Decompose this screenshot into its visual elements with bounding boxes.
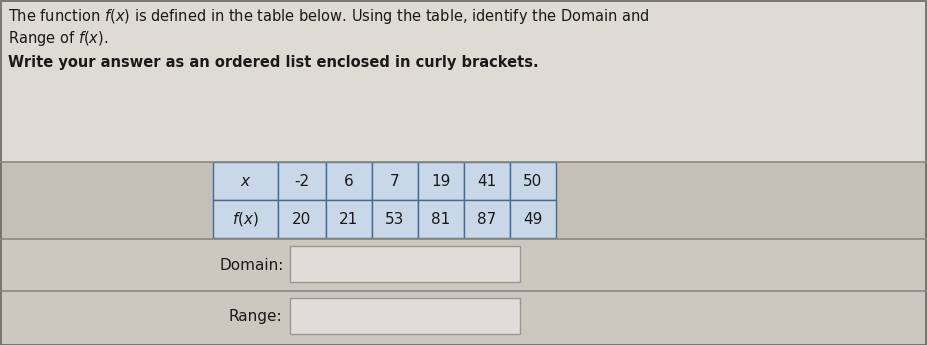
FancyBboxPatch shape — [213, 200, 278, 238]
FancyBboxPatch shape — [278, 162, 326, 200]
FancyBboxPatch shape — [0, 239, 927, 291]
Text: Range of $f(x)$.: Range of $f(x)$. — [8, 29, 108, 48]
Text: 7: 7 — [390, 174, 400, 188]
Text: 19: 19 — [431, 174, 451, 188]
Text: 6: 6 — [344, 174, 354, 188]
Text: The function $f(x)$ is defined in the table below. Using the table, identify the: The function $f(x)$ is defined in the ta… — [8, 7, 650, 26]
Text: Range:: Range: — [229, 309, 283, 325]
Text: 50: 50 — [524, 174, 542, 188]
FancyBboxPatch shape — [372, 200, 418, 238]
Text: 41: 41 — [477, 174, 497, 188]
FancyBboxPatch shape — [418, 200, 464, 238]
FancyBboxPatch shape — [213, 162, 278, 200]
FancyBboxPatch shape — [326, 162, 372, 200]
FancyBboxPatch shape — [0, 0, 927, 162]
FancyBboxPatch shape — [418, 162, 464, 200]
Text: 21: 21 — [339, 211, 359, 227]
Text: $f(x)$: $f(x)$ — [232, 210, 259, 228]
Text: 20: 20 — [292, 211, 311, 227]
FancyBboxPatch shape — [326, 200, 372, 238]
Text: Write your answer as an ordered list enclosed in curly brackets.: Write your answer as an ordered list enc… — [8, 55, 539, 70]
FancyBboxPatch shape — [0, 291, 927, 345]
Text: $x$: $x$ — [240, 174, 251, 188]
Text: 49: 49 — [524, 211, 542, 227]
FancyBboxPatch shape — [290, 246, 520, 282]
Text: Domain:: Domain: — [220, 257, 285, 273]
FancyBboxPatch shape — [372, 162, 418, 200]
Text: -2: -2 — [295, 174, 310, 188]
Text: 81: 81 — [431, 211, 451, 227]
FancyBboxPatch shape — [0, 162, 927, 239]
FancyBboxPatch shape — [464, 162, 510, 200]
Text: 53: 53 — [386, 211, 405, 227]
FancyBboxPatch shape — [290, 298, 520, 334]
Text: 87: 87 — [477, 211, 497, 227]
FancyBboxPatch shape — [510, 200, 556, 238]
FancyBboxPatch shape — [464, 200, 510, 238]
FancyBboxPatch shape — [278, 200, 326, 238]
FancyBboxPatch shape — [510, 162, 556, 200]
